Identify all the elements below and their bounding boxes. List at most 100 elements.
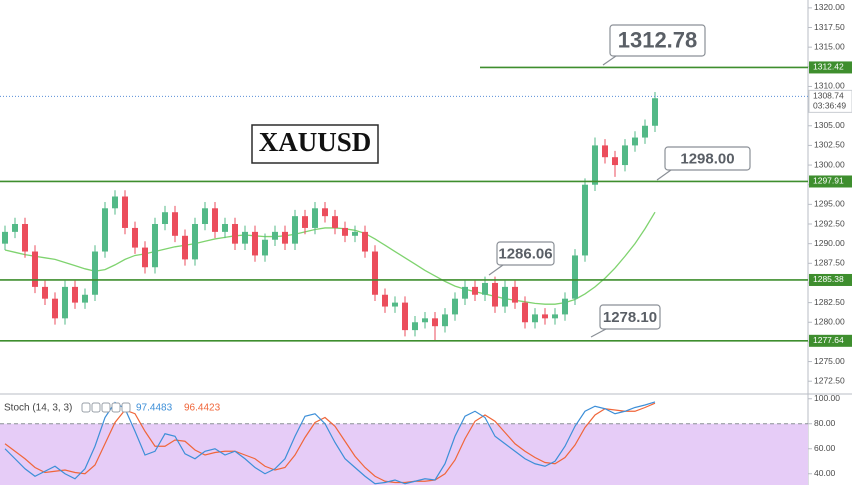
indicator-icon[interactable] xyxy=(111,402,121,413)
stoch-line xyxy=(4,402,656,484)
candle-body xyxy=(422,318,428,323)
y-tick-label: 1295.00 xyxy=(814,199,845,209)
candle-body xyxy=(372,251,378,295)
candle-body xyxy=(172,212,178,236)
candle-body xyxy=(332,216,338,228)
candle-body xyxy=(362,231,368,252)
candle-body xyxy=(642,125,648,138)
y-tick-label: 40.00 xyxy=(814,468,836,478)
y-tick-label: 1315.00 xyxy=(814,41,845,51)
axes: 1272.501275.001277.501280.001282.501285.… xyxy=(808,2,852,478)
candle-body xyxy=(312,208,318,228)
y-tick-label: 100.00 xyxy=(814,393,840,403)
stoch-pane xyxy=(0,401,808,485)
candle-body xyxy=(112,196,118,209)
candle-body xyxy=(572,255,578,299)
level-label-box xyxy=(809,273,852,286)
y-tick-label: 1287.50 xyxy=(814,258,845,268)
y-tick-label: 1300.00 xyxy=(814,159,845,169)
symbol-box xyxy=(251,124,379,164)
indicator-icon[interactable] xyxy=(81,402,91,413)
callout-pointer xyxy=(488,264,504,276)
candle-body xyxy=(412,322,418,331)
indicator-icon[interactable] xyxy=(121,402,131,413)
candle-body xyxy=(212,208,218,232)
candle-body xyxy=(342,227,348,236)
candle-body xyxy=(192,224,198,260)
candle-body xyxy=(282,231,288,244)
candle-body xyxy=(72,286,78,303)
candle-body xyxy=(582,184,588,256)
candle-body xyxy=(182,235,188,260)
candle-body xyxy=(292,216,298,244)
candle-body xyxy=(602,145,608,158)
candle-body xyxy=(252,231,258,256)
candle-body xyxy=(162,212,168,225)
callout-box xyxy=(664,146,751,171)
overlays: XAUUSD 1312.78 1298.00 1286.06 1278.10 Stoch… xyxy=(4,24,751,414)
level-label-box xyxy=(809,61,852,74)
candle-body xyxy=(92,251,98,295)
candle-body xyxy=(152,224,158,268)
candle-body xyxy=(492,282,498,307)
candle-body xyxy=(142,247,148,268)
candle-body xyxy=(622,145,628,166)
candle-body xyxy=(442,314,448,327)
symbol-title: XAUUSD xyxy=(259,127,372,157)
candle-body xyxy=(612,157,618,166)
callout-pointer xyxy=(602,55,617,66)
candle-body xyxy=(632,137,638,146)
candle-body xyxy=(382,294,388,307)
level-label-box xyxy=(809,175,852,188)
y-tick-label: 1317.50 xyxy=(814,22,845,32)
indicator-icon[interactable] xyxy=(91,402,101,413)
candle-body xyxy=(122,196,128,228)
candle-body xyxy=(22,224,28,252)
y-tick-label: 1310.00 xyxy=(814,81,845,91)
candle-body xyxy=(352,231,358,236)
candle-body xyxy=(532,314,538,323)
current-price-label: 1308.74 xyxy=(813,91,844,101)
y-tick-label: 1320.00 xyxy=(814,2,845,12)
y-tick-label: 1280.00 xyxy=(814,317,845,327)
candle-body xyxy=(502,286,508,307)
callout-label: 1298.00 xyxy=(680,150,734,167)
candle-body xyxy=(552,314,558,319)
y-tick-label: 1275.00 xyxy=(814,356,845,366)
y-tick-label: 60.00 xyxy=(814,443,836,453)
stoch-band xyxy=(0,423,808,485)
candle-body xyxy=(62,286,68,319)
level-label: 1285.38 xyxy=(813,274,844,284)
current-price-box xyxy=(808,89,852,113)
level-label-box xyxy=(809,334,852,347)
callout-pointer xyxy=(590,328,607,338)
indicator-value: 97.4483 xyxy=(136,403,173,414)
candle-body xyxy=(232,224,238,244)
candle-body xyxy=(392,302,398,307)
callout-label: 1312.78 xyxy=(618,27,698,52)
candle-body xyxy=(322,208,328,217)
callout-label: 1286.06 xyxy=(498,245,552,262)
indicator-icon[interactable] xyxy=(101,402,111,413)
moving-average xyxy=(4,211,656,305)
candle-body xyxy=(42,286,48,299)
candle-body xyxy=(512,286,518,303)
y-tick-label: 1282.50 xyxy=(814,297,845,307)
candle-body xyxy=(522,302,528,323)
candle-body xyxy=(132,227,138,248)
callout-box xyxy=(609,24,706,57)
candle-body xyxy=(542,314,548,319)
candle-body xyxy=(462,286,468,299)
candle-body xyxy=(242,231,248,244)
candle-body xyxy=(82,294,88,303)
candle-body xyxy=(272,231,278,240)
candle-body xyxy=(562,298,568,315)
callout-pointer xyxy=(656,169,672,181)
y-tick-label: 1272.50 xyxy=(814,375,845,385)
countdown: 03:36:49 xyxy=(813,101,846,111)
candle-body xyxy=(32,251,38,287)
candle-body xyxy=(262,239,268,256)
callout-box xyxy=(496,241,555,266)
candle-body xyxy=(452,298,458,315)
